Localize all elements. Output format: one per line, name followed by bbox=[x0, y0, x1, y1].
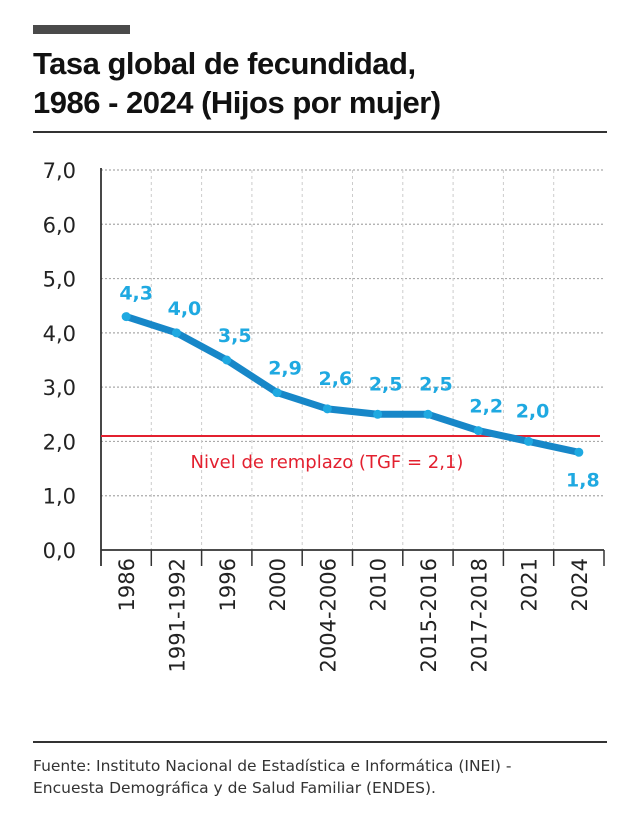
x-tick-label: 2024 bbox=[568, 558, 592, 611]
series-line bbox=[122, 313, 583, 456]
data-label: 2,5 bbox=[419, 373, 453, 395]
data-point bbox=[272, 388, 282, 398]
y-tick-label: 3,0 bbox=[43, 376, 76, 400]
title-line-2: 1986 - 2024 (Hijos por mujer) bbox=[33, 85, 441, 120]
title-divider bbox=[33, 131, 607, 133]
data-label: 2,6 bbox=[319, 368, 353, 390]
x-tick-label: 1991-1992 bbox=[165, 558, 189, 672]
data-point bbox=[373, 409, 383, 419]
x-tick-label: 2004-2006 bbox=[316, 558, 340, 672]
data-label: 2,5 bbox=[369, 373, 403, 395]
data-point bbox=[473, 426, 483, 436]
data-point bbox=[322, 404, 332, 414]
x-tick-label: 2017-2018 bbox=[467, 558, 491, 672]
footer-divider bbox=[33, 741, 607, 743]
y-tick-label: 4,0 bbox=[43, 322, 76, 346]
data-label: 2,0 bbox=[516, 400, 550, 422]
x-tick-label: 2000 bbox=[266, 558, 290, 611]
data-label: 4,3 bbox=[119, 283, 153, 305]
data-label: 4,0 bbox=[168, 298, 202, 320]
y-tick-label: 1,0 bbox=[43, 485, 76, 509]
y-tick-label: 6,0 bbox=[43, 213, 76, 237]
data-point bbox=[574, 447, 584, 457]
y-tick-label: 2,0 bbox=[43, 430, 76, 454]
data-label: 2,9 bbox=[268, 358, 302, 380]
data-point bbox=[423, 409, 433, 419]
x-tick-label: 1996 bbox=[216, 558, 240, 611]
data-label: 2,2 bbox=[469, 396, 503, 418]
line-chart: 0,0 1,0 2,0 3,0 4,0 5,0 6,0 7,0 1986 1991-1992 199… bbox=[43, 159, 605, 672]
chart-title: Tasa global de fecundidad, 1986 - 2024 (… bbox=[33, 44, 613, 122]
data-label: 1,8 bbox=[566, 469, 600, 491]
x-tick-label: 2021 bbox=[518, 558, 542, 611]
data-label: 3,5 bbox=[218, 325, 252, 347]
replacement-level-label: Nivel de remplazo (TGF = 2,1) bbox=[191, 452, 464, 473]
source-line-2: Encuesta Demográfica y de Salud Familiar… bbox=[33, 779, 436, 797]
x-tick-label: 2010 bbox=[367, 558, 391, 611]
data-point bbox=[171, 328, 181, 338]
x-tick-label: 1986 bbox=[115, 558, 139, 611]
source-line-1: Fuente: Instituto Nacional de Estadístic… bbox=[33, 757, 512, 775]
y-tick-label: 0,0 bbox=[43, 539, 76, 563]
y-tick-label: 7,0 bbox=[43, 159, 76, 183]
x-tick-label: 2015-2016 bbox=[417, 558, 441, 672]
decorative-bar bbox=[33, 25, 130, 34]
data-point bbox=[121, 312, 131, 322]
y-tick-label: 5,0 bbox=[43, 268, 76, 292]
source-note: Fuente: Instituto Nacional de Estadístic… bbox=[33, 755, 623, 799]
title-line-1: Tasa global de fecundidad, bbox=[33, 46, 416, 81]
data-point bbox=[524, 436, 534, 446]
data-point bbox=[222, 355, 232, 365]
